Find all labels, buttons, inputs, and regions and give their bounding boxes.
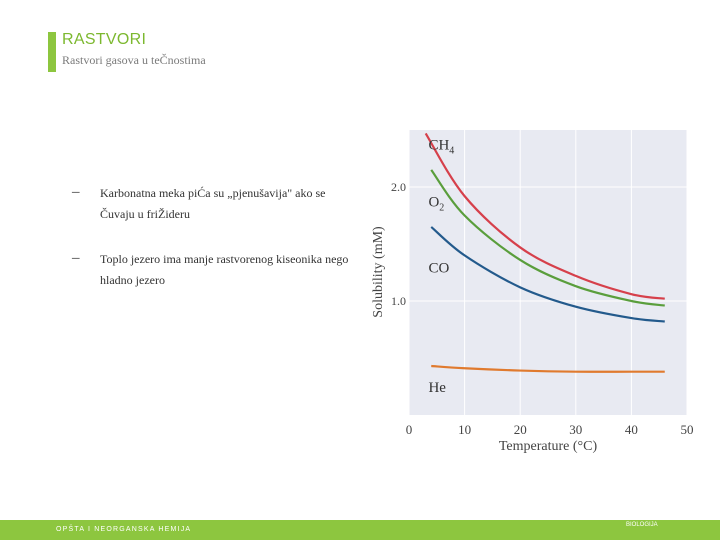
solubility-chart: 0 10 20 30 40 50 1.0 2.0 CH4 O2 CO He Temperature (… <box>371 130 694 454</box>
bullet-item: – Karbonatna meka piĆa su „pjenušavija" … <box>72 183 352 225</box>
footer-bar: OPŠTA I NEORGANSKA HEMIJA BIOLOGIJA <box>0 520 720 540</box>
bullet-text: Karbonatna meka piĆa su „pjenušavija" ak… <box>100 186 326 221</box>
y-tick-label: 2.0 <box>391 180 406 194</box>
y-axis-title: Solubility (mM) <box>371 226 386 318</box>
series-label: CO <box>428 261 449 277</box>
footer-subject-label: BIOLOGIJA <box>626 522 658 528</box>
series-label: CH4 <box>428 137 454 156</box>
title-accent-bar <box>48 32 56 72</box>
footer-course-label: OPŠTA I NEORGANSKA HEMIJA <box>56 526 192 533</box>
y-tick-label: 1.0 <box>391 294 406 308</box>
x-axis-title: Temperature (°C) <box>499 439 598 454</box>
dash-bullet-icon: – <box>72 184 80 200</box>
bullet-item: – Toplo jezero ima manje rastvorenog kis… <box>72 249 352 291</box>
dash-bullet-icon: – <box>72 250 80 266</box>
x-tick-label: 10 <box>458 422 471 437</box>
series-line-he <box>431 364 665 373</box>
series-line-ch4 <box>424 132 665 300</box>
slide-subtitle: Rastvori gasova u teČnostima <box>62 53 206 67</box>
x-tick-label: 40 <box>625 422 638 437</box>
x-tick-label: 50 <box>681 422 694 437</box>
series-label: O2 <box>428 194 444 213</box>
series-label: He <box>428 380 446 396</box>
x-tick-label: 30 <box>569 422 582 437</box>
series-line-o2 <box>430 169 665 307</box>
bullet-list: – Karbonatna meka piĆa su „pjenušavija" … <box>72 183 352 315</box>
bullet-text: Toplo jezero ima manje rastvorenog kiseo… <box>100 252 349 287</box>
slide-title: RASTVORI <box>62 31 147 48</box>
series-line-co <box>430 226 665 323</box>
x-tick-label: 0 <box>406 422 413 437</box>
x-tick-label: 20 <box>514 422 527 437</box>
